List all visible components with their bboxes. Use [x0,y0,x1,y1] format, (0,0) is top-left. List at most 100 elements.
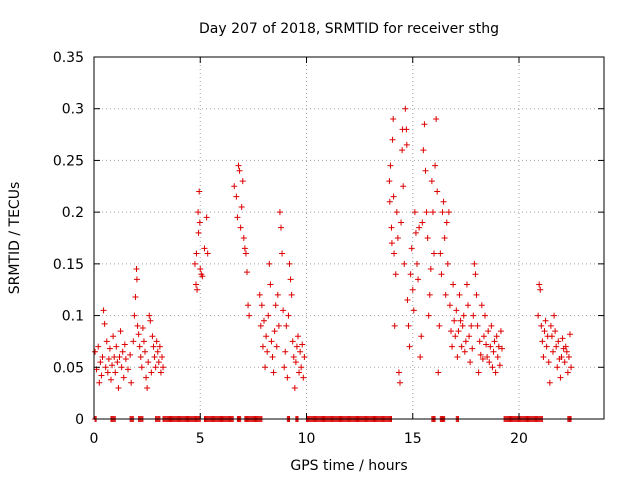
data-point [561,359,568,366]
data-point [148,369,155,376]
data-point [466,333,473,340]
data-point [557,374,564,381]
data-point [473,291,480,298]
data-point [496,362,503,369]
data-point [438,271,445,278]
data-point [96,379,103,386]
data-point [99,353,106,360]
data-point [109,362,116,369]
data-point [399,147,406,154]
data-point [402,105,409,112]
data-point [150,343,157,350]
data-point [195,229,202,236]
data-point [125,366,131,373]
data-point [395,369,402,376]
data-point [263,333,270,340]
data-point [280,307,287,314]
data-point [442,291,449,298]
data-point [151,353,158,360]
data-point [257,322,264,329]
data-point [142,348,148,355]
data-point [459,322,466,329]
data-point [393,209,400,216]
data-point [412,229,419,236]
data-point [275,322,282,329]
data-point [237,224,244,231]
data-point [460,312,467,319]
data-point [565,353,572,360]
data-point [95,343,102,350]
data-point [478,302,485,309]
data-point [403,126,410,133]
data-point [160,364,167,371]
data-point [292,359,299,366]
data-point [285,312,292,319]
data-point [536,281,543,288]
data-point [153,338,160,345]
data-point [246,312,253,319]
data-point [408,245,415,252]
data-point [132,293,139,300]
data-point [386,178,393,185]
data-point [433,116,440,123]
data-point [111,353,118,360]
data-point [239,178,246,185]
data-point [147,317,154,324]
data-point [244,269,250,276]
data-point [193,250,200,257]
data-point [120,374,127,381]
data-point [493,333,500,340]
data-point [115,384,122,391]
data-point [112,369,119,376]
data-point [492,369,499,376]
data-point [236,167,243,174]
data-point [553,343,560,350]
data-point [446,302,453,309]
data-point [117,328,124,335]
data-point [405,322,412,329]
data-point [133,276,140,283]
data-point [196,219,203,226]
data-point [146,312,153,319]
data-point [135,331,142,338]
data-point [495,343,502,350]
data-point [443,219,450,226]
y-tick-label: 0.35 [53,50,84,66]
data-point [97,359,104,366]
data-point [479,356,486,363]
data-point [265,312,272,319]
data-point [204,250,211,257]
data-point [554,364,561,371]
data-point [191,260,198,267]
data-point [391,322,398,329]
data-point [416,224,423,231]
data-point [475,369,482,376]
data-point [499,345,505,352]
data-point [289,338,296,345]
data-point [245,302,252,309]
x-tick-label: 5 [196,431,205,447]
data-point [485,328,492,335]
data-point [282,348,289,355]
data-point [474,322,481,329]
data-point [195,209,202,216]
data-point [564,369,571,376]
data-point [429,209,436,216]
data-point [390,193,397,200]
data-point [535,312,542,319]
y-tick-label: 0.3 [62,102,84,118]
data-point [397,379,403,386]
data-point [555,338,562,345]
data-point [461,348,468,355]
data-point [291,384,298,391]
data-point [261,317,267,324]
data-point [456,291,463,298]
data-point [134,322,141,329]
data-point [432,162,439,169]
data-point [271,328,278,335]
data-point [540,353,547,360]
data-point [145,359,152,366]
data-point [567,331,573,338]
data-points [92,105,575,422]
